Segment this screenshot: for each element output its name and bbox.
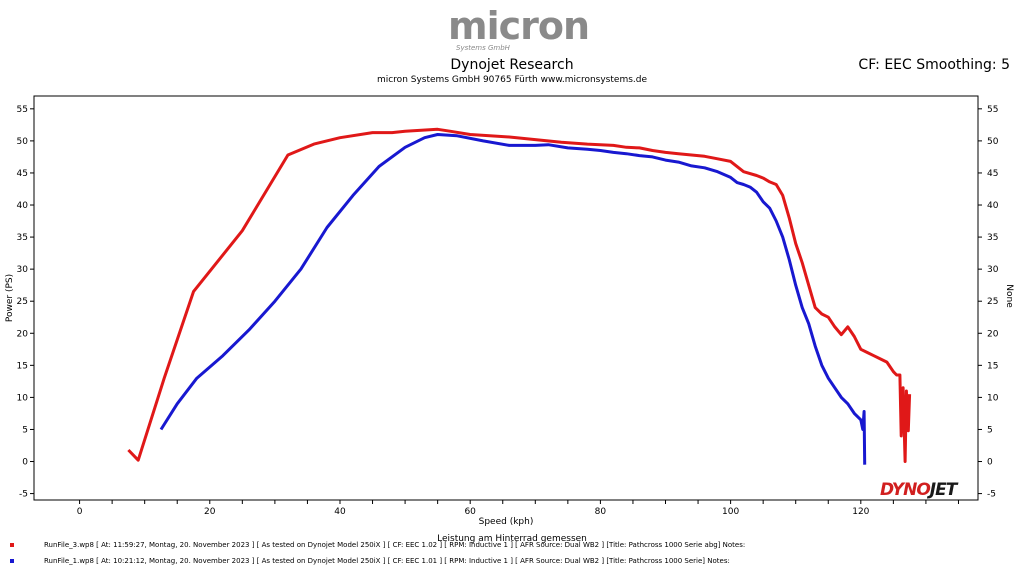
y-tick-label: 10	[17, 393, 29, 403]
y-tick-label: 50	[17, 137, 29, 147]
y2-tick-label: 55	[987, 105, 998, 115]
y-tick-label: 30	[17, 265, 29, 275]
y2-axis-title: None	[1004, 284, 1014, 308]
y-tick-label: 20	[17, 329, 29, 339]
x-axis-title: Speed (kph)	[479, 517, 534, 527]
y2-tick-label: 15	[987, 361, 998, 371]
series-lines	[127, 127, 912, 465]
series-line-0	[127, 127, 912, 463]
legend-row-run1: RunFile_1.wp8 [ At: 10:21:12, Montag, 20…	[10, 557, 730, 565]
y2-tick-label: 40	[987, 201, 999, 211]
plot-area	[33, 95, 979, 501]
chart-title: Dynojet Research	[450, 57, 574, 73]
x-tick-label: 80	[595, 507, 607, 517]
x-tick-label: 120	[852, 507, 869, 517]
dynojet-logo: DYNOJET	[880, 480, 958, 500]
legend-caption: Leistung am Hinterrad gemessen	[437, 534, 587, 544]
chart-subtitle: micron Systems GmbH 90765 Fürth www.micr…	[376, 75, 648, 85]
legend-swatch-run1	[10, 559, 14, 563]
y2-tick-label: 50	[987, 137, 999, 147]
x-tick-label: 100	[722, 507, 739, 517]
y-axis-title: Power (PS)	[5, 274, 15, 322]
x-tick-label: 20	[204, 507, 216, 517]
dynojet-logo-part1: DYNO	[880, 480, 931, 500]
y2-tick-label: 35	[987, 233, 998, 243]
y2-tick-label: 0	[987, 458, 993, 468]
y2-tick-label: 20	[987, 329, 999, 339]
logo-subtext: Systems GmbH	[456, 44, 510, 52]
dynojet-logo-part2: JET	[929, 480, 958, 500]
y2-tick-label: -5	[987, 490, 996, 500]
logo-wordmark: micron	[448, 4, 590, 48]
y-tick-label: 5	[22, 425, 28, 435]
y-tick-label: 35	[17, 233, 28, 243]
legend-row-run3: RunFile_3.wp8 [ At: 11:59:27, Montag, 20…	[10, 541, 745, 549]
y-tick-label: 25	[17, 297, 28, 307]
y2-tick-label: 5	[987, 425, 993, 435]
y-tick-label: -5	[19, 490, 28, 500]
correction-factor-info: CF: EEC Smoothing: 5	[858, 57, 1010, 73]
y-tick-label: 45	[17, 169, 28, 179]
y2-tick-label: 25	[987, 297, 998, 307]
y-tick-label: 0	[22, 458, 28, 468]
legend-swatch-run3	[10, 543, 14, 547]
legend-text-run3: RunFile_3.wp8 [ At: 11:59:27, Montag, 20…	[44, 541, 746, 549]
y2-tick-label: 45	[987, 169, 998, 179]
micron-logo: micron Systems GmbH	[448, 4, 590, 54]
legend-text-run1: RunFile_1.wp8 [ At: 10:21:12, Montag, 20…	[44, 557, 730, 565]
y-tick-label: 15	[17, 361, 28, 371]
x-tick-label: 40	[334, 507, 346, 517]
y-tick-label: 55	[17, 105, 28, 115]
x-tick-label: 60	[464, 507, 476, 517]
x-tick-label: 0	[77, 507, 83, 517]
series-line-1	[159, 133, 867, 465]
y2-tick-label: 10	[987, 393, 999, 403]
y2-tick-label: 30	[987, 265, 999, 275]
y-tick-label: 40	[17, 201, 29, 211]
